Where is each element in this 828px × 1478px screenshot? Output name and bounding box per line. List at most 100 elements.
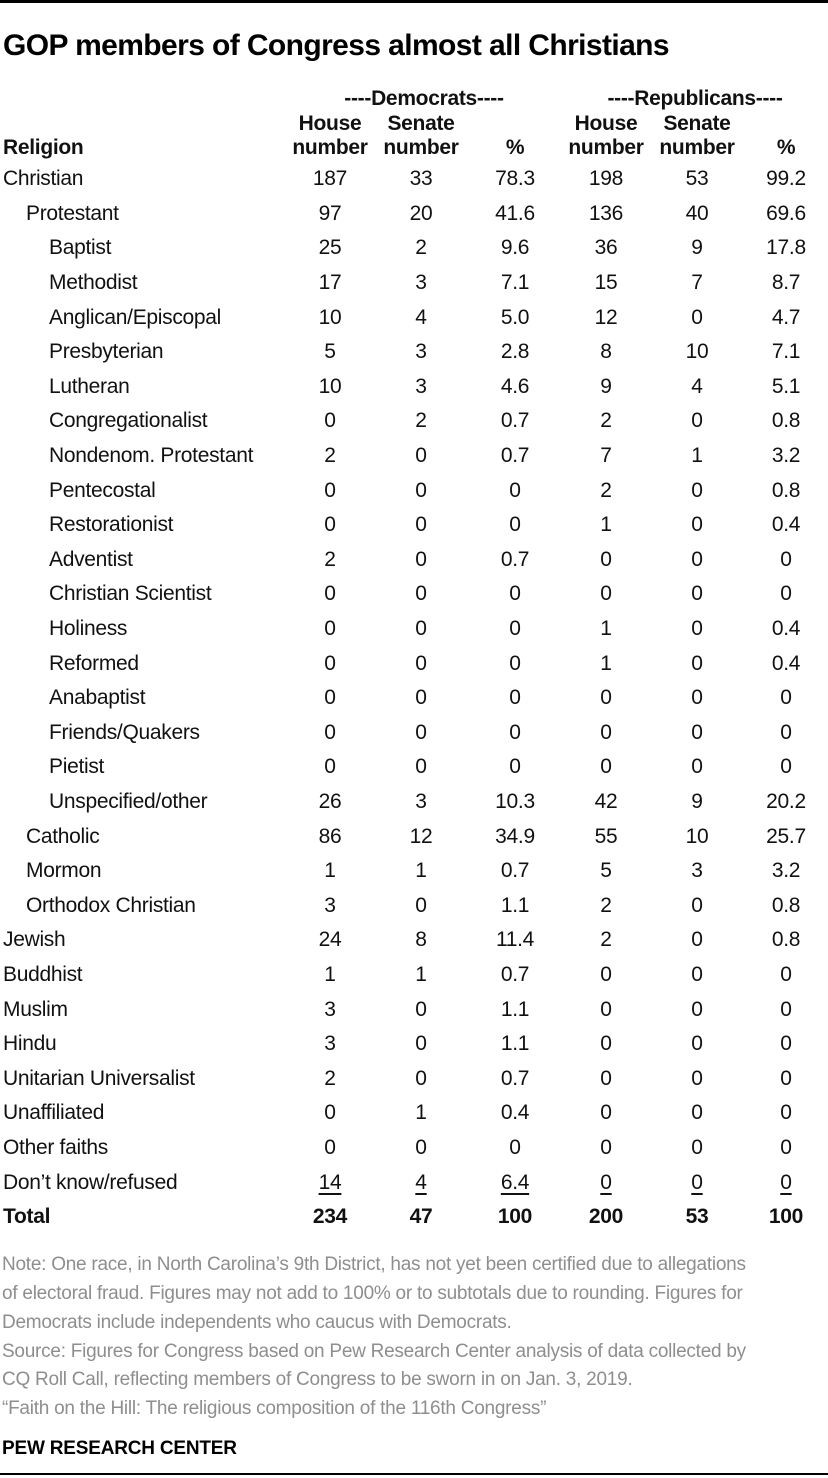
religion-label: Catholic	[26, 824, 100, 848]
value-cell: 0	[324, 617, 336, 641]
table-row: Lutheran 10 3 4.6 9 4 5.1	[0, 370, 828, 405]
value-cell: 0	[780, 755, 792, 779]
table-row: Baptist 25 2 9.6 36 9 17.8	[0, 231, 828, 266]
value-cell: 7	[691, 271, 703, 295]
religion-label: Restorationist	[49, 513, 174, 537]
value-cell: 0	[780, 720, 792, 744]
value-cell: 3	[415, 374, 427, 398]
table-row: Methodist 17 3 7.1 15 7 8.7	[0, 266, 828, 301]
value-cell: 2	[324, 444, 336, 468]
value-cell: 0	[324, 755, 336, 779]
value-cell: 0	[509, 755, 521, 779]
religion-label: Lutheran	[49, 374, 130, 398]
value-cell: 15	[594, 271, 618, 295]
value-cell: 25.7	[766, 824, 806, 848]
value-cell: 0	[691, 997, 703, 1021]
value-cell: 24	[318, 928, 342, 952]
value-cell: 0.8	[771, 478, 801, 502]
note-text: Note: One race, in North Carolina’s 9th …	[2, 1254, 746, 1333]
value-cell: 0	[691, 1066, 703, 1090]
value-cell: 86	[318, 824, 342, 848]
value-cell: 0	[691, 547, 703, 571]
column-header-rep-house: House number	[568, 112, 644, 159]
value-cell: 20	[409, 201, 433, 225]
top-rule	[0, 0, 828, 3]
religion-label: Presbyterian	[49, 340, 164, 364]
value-cell: 8	[600, 340, 612, 364]
religion-label: Orthodox Christian	[26, 893, 196, 917]
group-header-row: ----Democrats---- ----Republicans----	[0, 88, 828, 110]
value-cell: 4	[415, 1170, 427, 1194]
value-cell: 0.7	[500, 859, 530, 883]
group-header-republicans: ----Republicans----	[607, 87, 783, 110]
page-title: GOP members of Congress almost all Chris…	[3, 29, 670, 62]
value-cell: 0.4	[500, 1101, 530, 1125]
value-cell: 53	[685, 1205, 709, 1229]
religion-label: Congregationalist	[49, 409, 208, 433]
value-cell: 53	[685, 167, 709, 191]
value-cell: 0	[691, 513, 703, 537]
value-cell: 8.7	[771, 271, 801, 295]
value-cell: 0	[780, 686, 792, 710]
value-cell: 2	[600, 478, 612, 502]
value-cell: 97	[318, 201, 342, 225]
table-row: Pentecostal 0 0 0 2 0 0.8	[0, 473, 828, 508]
value-cell: 0	[509, 1135, 521, 1159]
value-cell: 0	[691, 686, 703, 710]
value-cell: 0	[415, 478, 427, 502]
value-cell: 0	[324, 1135, 336, 1159]
value-cell: 0	[324, 478, 336, 502]
value-cell: 4	[691, 374, 703, 398]
value-cell: 0	[415, 997, 427, 1021]
religion-label: Muslim	[3, 997, 68, 1021]
value-cell: 0	[415, 651, 427, 675]
value-cell: 25	[318, 236, 342, 260]
value-cell: 1	[415, 1101, 427, 1125]
value-cell: 47	[409, 1205, 433, 1229]
value-cell: 0	[691, 962, 703, 986]
value-cell: 0	[691, 1032, 703, 1056]
value-cell: 0	[600, 1066, 612, 1090]
value-cell: 3.2	[771, 444, 801, 468]
table-row: Catholic 86 12 34.9 55 10 25.7	[0, 819, 828, 854]
value-cell: 100	[768, 1205, 804, 1229]
value-cell: 6.4	[500, 1170, 530, 1194]
value-cell: 4	[415, 305, 427, 329]
value-cell: 1	[600, 513, 612, 537]
religion-label: Pietist	[49, 755, 105, 779]
value-cell: 0	[691, 1135, 703, 1159]
value-cell: 0	[415, 513, 427, 537]
column-header-dem-house: House number	[292, 112, 368, 159]
value-cell: 4.7	[771, 305, 801, 329]
value-cell: 9	[600, 374, 612, 398]
value-cell: 1	[415, 859, 427, 883]
religion-label: Christian	[3, 167, 84, 191]
table-row: Muslim 3 0 1.1 0 0 0	[0, 992, 828, 1027]
value-cell: 0	[324, 686, 336, 710]
value-cell: 0	[780, 1101, 792, 1125]
religion-label: Methodist	[49, 271, 138, 295]
value-cell: 2	[600, 928, 612, 952]
value-cell: 7.1	[771, 340, 801, 364]
value-cell: 0.7	[500, 409, 530, 433]
value-cell: 1.1	[500, 893, 530, 917]
value-cell: 1.1	[500, 1032, 530, 1056]
value-cell: 0	[324, 409, 336, 433]
value-cell: 5.0	[500, 305, 530, 329]
religion-label: Don’t know/refused	[3, 1170, 178, 1194]
value-cell: 3	[324, 1032, 336, 1056]
table-row: Unspecified/other 26 3 10.3 42 9 20.2	[0, 785, 828, 820]
value-cell: 0	[415, 444, 427, 468]
group-header-spacer	[0, 88, 286, 110]
value-cell: 0	[509, 582, 521, 606]
value-cell: 5	[600, 859, 612, 883]
table-row: Christian Scientist 0 0 0 0 0 0	[0, 577, 828, 612]
value-cell: 9	[691, 236, 703, 260]
religion-label: Anabaptist	[49, 686, 146, 710]
value-cell: 55	[594, 824, 618, 848]
value-cell: 2	[415, 236, 427, 260]
value-cell: 0	[780, 1032, 792, 1056]
table-row: Presbyterian 5 3 2.8 8 10 7.1	[0, 335, 828, 370]
value-cell: 0.7	[500, 444, 530, 468]
value-cell: 1	[600, 651, 612, 675]
